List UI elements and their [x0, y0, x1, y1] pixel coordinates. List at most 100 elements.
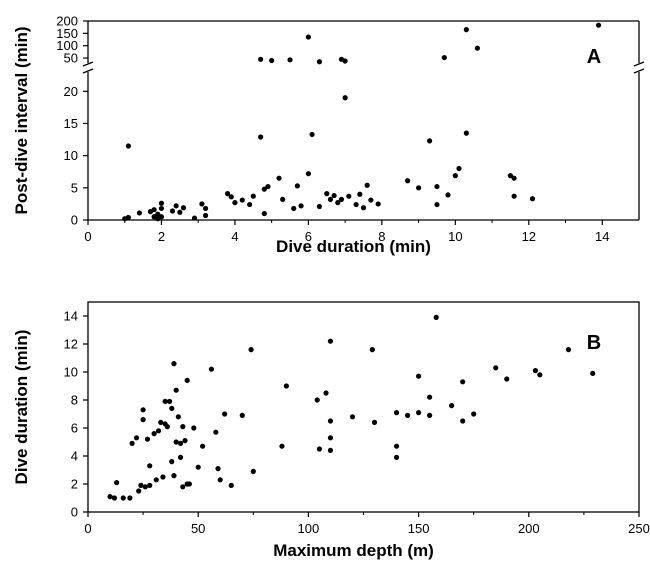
data-point: [184, 377, 190, 383]
data-point: [493, 365, 499, 371]
panel-label-b: B: [587, 332, 601, 354]
x-tick-label: 100: [298, 521, 320, 536]
data-point: [323, 390, 329, 396]
data-point: [202, 212, 209, 219]
data-point: [232, 200, 238, 206]
data-point: [151, 207, 157, 213]
data-point: [136, 210, 143, 216]
data-point: [305, 171, 311, 177]
data-point: [434, 183, 440, 190]
data-point: [239, 412, 245, 418]
data-point: [208, 366, 215, 372]
data-point: [511, 193, 517, 199]
data-point: [217, 477, 223, 483]
data-point: [327, 338, 334, 344]
data-point: [222, 411, 228, 417]
data-point: [162, 398, 168, 404]
data-point: [171, 473, 177, 479]
data-point: [360, 205, 367, 211]
data-point: [504, 376, 510, 382]
data-point: [474, 45, 480, 51]
data-point: [298, 203, 304, 209]
data-point: [140, 407, 146, 413]
y-tick-label: 4: [71, 449, 78, 464]
data-point: [155, 211, 161, 217]
x-tick-label: 10: [448, 229, 462, 244]
data-point: [158, 205, 165, 212]
data-point: [269, 57, 275, 64]
data-point: [537, 372, 543, 378]
data-point: [140, 417, 146, 423]
data-point: [433, 314, 439, 320]
x-tick-label: 50: [191, 521, 205, 536]
data-point: [151, 431, 157, 437]
y-tick-label: 12: [64, 337, 78, 352]
x-tick-label: 8: [378, 229, 385, 244]
data-point: [364, 182, 370, 188]
axis-break-mark-left-2: [82, 68, 94, 74]
data-point: [120, 495, 126, 501]
data-point: [158, 200, 165, 206]
data-point: [133, 435, 140, 441]
data-point: [309, 131, 315, 138]
x-tick-label: 250: [628, 521, 650, 536]
data-point: [125, 214, 132, 221]
data-point: [144, 436, 151, 442]
y-tick-label: 8: [71, 393, 78, 408]
y-tick-label: 2: [71, 477, 78, 492]
data-point: [175, 414, 181, 420]
y-tick-label: 10: [64, 365, 78, 380]
data-point: [294, 183, 300, 189]
data-point: [369, 347, 375, 353]
data-point: [327, 447, 334, 453]
panel-b: 0 50 100 150 200 250 0 2 4 6 8 10 12 14 B Maximum depth…: [12, 301, 650, 560]
data-point: [291, 205, 297, 212]
data-point: [158, 419, 164, 425]
data-point: [215, 466, 221, 472]
data-point: [449, 403, 455, 409]
data-point: [114, 480, 120, 486]
data-point: [276, 175, 282, 181]
data-point: [258, 134, 264, 140]
data-point: [404, 412, 411, 418]
data-point: [127, 495, 133, 501]
data-point: [342, 95, 348, 101]
y-axis-title: Post-dive interval (min): [12, 27, 31, 215]
data-point: [456, 165, 462, 172]
data-point: [224, 191, 231, 197]
data-point: [427, 394, 433, 400]
data-point: [316, 203, 323, 210]
x-tick-label: 4: [231, 229, 238, 244]
data-point: [565, 347, 572, 353]
data-point: [327, 196, 334, 203]
x-axis-title: Dive duration (min): [276, 237, 431, 256]
data-point: [393, 454, 400, 460]
data-point: [287, 57, 293, 63]
data-point: [507, 173, 514, 179]
data-point: [532, 368, 539, 374]
data-point: [316, 59, 323, 65]
data-point: [316, 446, 323, 452]
data-point: [314, 397, 320, 403]
data-point: [393, 443, 400, 449]
data-point: [371, 419, 378, 425]
data-point: [357, 191, 363, 197]
data-point: [265, 183, 271, 190]
data-point: [247, 201, 253, 208]
data-point: [142, 484, 148, 490]
data-point: [177, 209, 183, 215]
data-point: [171, 361, 177, 367]
data-point: [125, 143, 132, 149]
data-point: [173, 439, 179, 445]
data-point: [324, 191, 330, 197]
data-point: [199, 201, 205, 207]
x-tick-label: 0: [84, 521, 91, 536]
data-point: [173, 387, 179, 393]
data-point: [441, 54, 447, 61]
y-tick-label: 6: [71, 421, 78, 436]
data-point: [327, 418, 334, 424]
data-point: [138, 482, 144, 488]
x-axis-title: Maximum depth (m): [273, 541, 434, 560]
data-point: [338, 196, 345, 203]
